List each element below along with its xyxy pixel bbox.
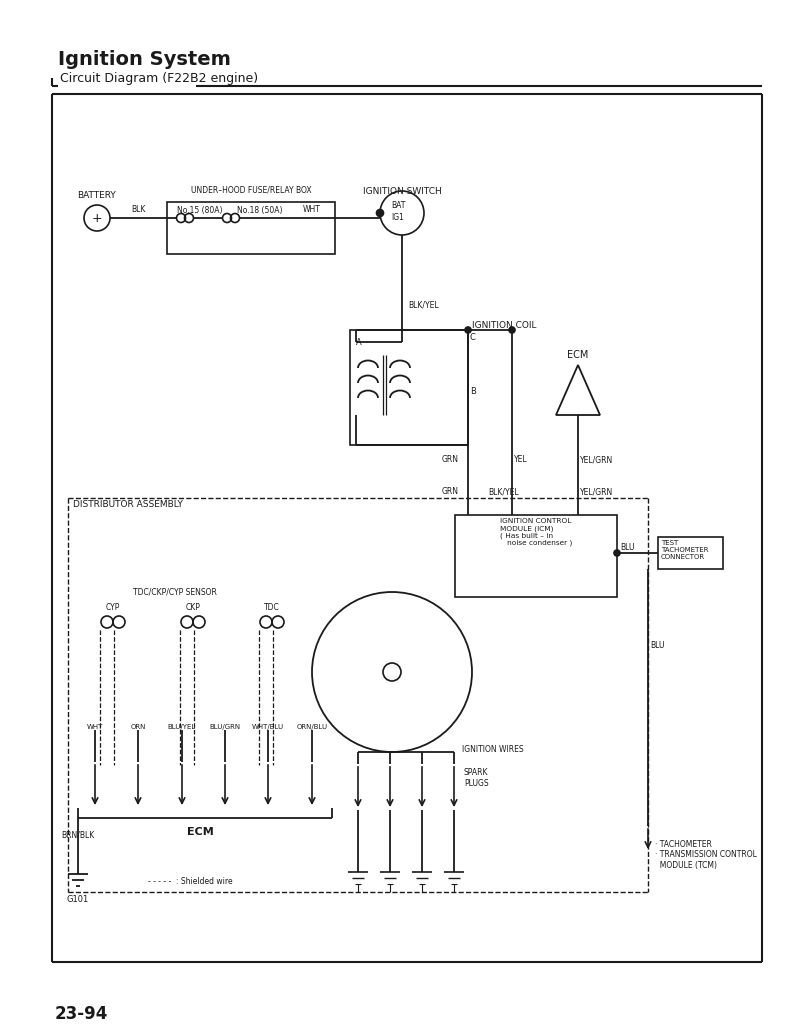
- Text: · TACHOMETER
· TRANSMISSION CONTROL
  MODULE (TCM): · TACHOMETER · TRANSMISSION CONTROL MODU…: [655, 840, 757, 869]
- Text: IGNITION CONTROL
MODULE (ICM)
( Has built – in
   noise condenser ): IGNITION CONTROL MODULE (ICM) ( Has buil…: [500, 518, 572, 547]
- Text: B: B: [470, 387, 476, 396]
- Text: +: +: [91, 212, 102, 224]
- Circle shape: [509, 327, 515, 333]
- Text: IGNITION WIRES: IGNITION WIRES: [462, 745, 523, 755]
- Text: ECM: ECM: [567, 350, 589, 360]
- Bar: [455, 515, 617, 597]
- Text: BLU: BLU: [620, 544, 634, 553]
- Text: IGNITION SWITCH: IGNITION SWITCH: [362, 187, 441, 197]
- Text: TDC/CKP/CYP SENSOR: TDC/CKP/CYP SENSOR: [133, 588, 217, 597]
- Text: TDC: TDC: [264, 602, 280, 611]
- Text: WHT: WHT: [87, 724, 103, 730]
- Text: Ignition System: Ignition System: [58, 50, 231, 69]
- Circle shape: [614, 550, 620, 556]
- Text: YEL: YEL: [514, 456, 528, 465]
- Text: Circuit Diagram (F22B2 engine): Circuit Diagram (F22B2 engine): [52, 72, 258, 85]
- Text: BLU/YEL: BLU/YEL: [168, 724, 196, 730]
- Text: SPARK
PLUGS: SPARK PLUGS: [464, 768, 489, 787]
- Text: BRN/BLK: BRN/BLK: [61, 830, 95, 840]
- Text: No.15 (80A): No.15 (80A): [177, 207, 223, 215]
- Text: BLK: BLK: [131, 206, 145, 214]
- Text: BLK/YEL: BLK/YEL: [489, 487, 519, 497]
- Bar: [350, 330, 468, 445]
- Text: BLK/YEL: BLK/YEL: [408, 300, 439, 309]
- Text: DISTRIBUTOR ASSEMBLY: DISTRIBUTOR ASSEMBLY: [73, 500, 183, 509]
- Text: TEST
TACHOMETER
CONNECTOR: TEST TACHOMETER CONNECTOR: [661, 540, 708, 560]
- Circle shape: [377, 210, 384, 216]
- Text: ORN: ORN: [130, 724, 146, 730]
- Text: GRN: GRN: [442, 456, 459, 465]
- Text: ECM: ECM: [187, 827, 214, 837]
- Text: CKP: CKP: [185, 602, 200, 611]
- Text: ORN/BLU: ORN/BLU: [296, 724, 328, 730]
- Text: C: C: [470, 334, 476, 342]
- Text: BATTERY: BATTERY: [78, 191, 117, 200]
- Text: - - - - -  : Shielded wire: - - - - - : Shielded wire: [148, 878, 232, 887]
- Text: IGNITION COIL: IGNITION COIL: [472, 321, 537, 330]
- Text: BLU/GRN: BLU/GRN: [210, 724, 240, 730]
- Text: CYP: CYP: [106, 602, 121, 611]
- Bar: [658, 537, 723, 569]
- Text: BLU: BLU: [650, 640, 664, 649]
- Text: UNDER–HOOD FUSE/RELAY BOX: UNDER–HOOD FUSE/RELAY BOX: [191, 185, 311, 195]
- Text: YEL/GRN: YEL/GRN: [580, 456, 613, 465]
- Text: GRN: GRN: [442, 487, 459, 497]
- Text: WHT: WHT: [303, 206, 321, 214]
- Text: YEL/GRN: YEL/GRN: [580, 487, 613, 497]
- Text: No.18 (50A): No.18 (50A): [237, 207, 283, 215]
- Text: G101: G101: [67, 896, 89, 904]
- Circle shape: [465, 327, 471, 333]
- Text: A: A: [356, 338, 362, 347]
- Text: IG1: IG1: [392, 213, 404, 222]
- Text: 23-94: 23-94: [55, 1005, 109, 1023]
- Text: WHT/BLU: WHT/BLU: [252, 724, 284, 730]
- Text: BAT: BAT: [391, 202, 405, 211]
- Bar: [167, 202, 335, 254]
